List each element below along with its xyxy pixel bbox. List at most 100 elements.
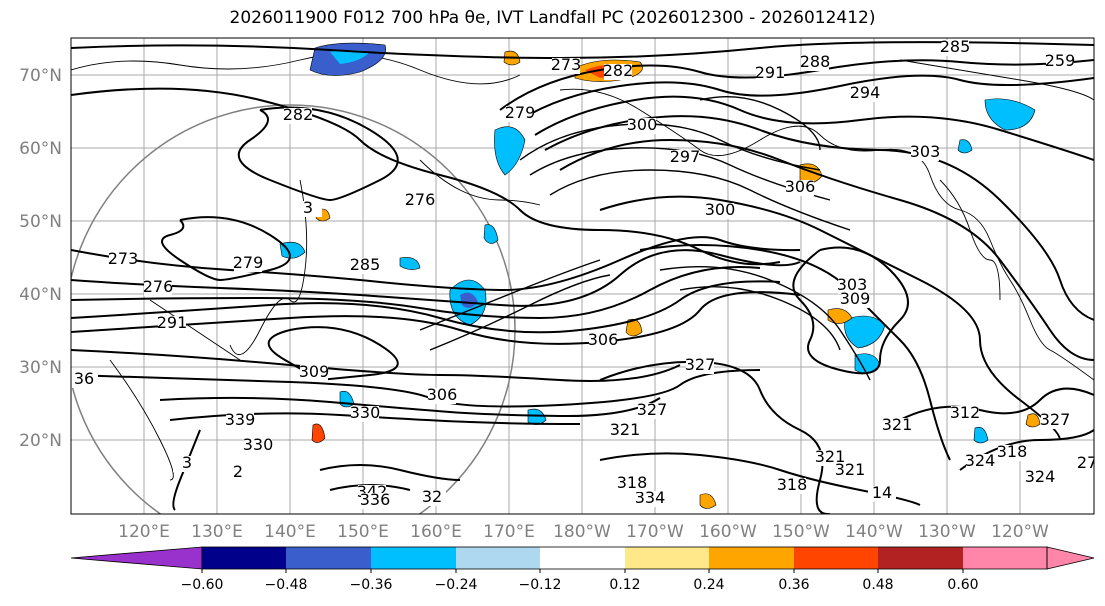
contour-label: 330 xyxy=(243,435,274,454)
colorbar: −0.60 −0.48 −0.36 −0.24 −0.12 0.12 0.24 0.36 0.4… xyxy=(70,546,1095,593)
contour-label-bg xyxy=(158,316,186,332)
figure-title: 2026011900 F012 700 hPa θe, IVT Landfall… xyxy=(229,8,876,28)
pos-blob xyxy=(311,423,326,443)
contour-label-bg xyxy=(144,280,172,296)
colorbar-segment xyxy=(878,547,963,569)
contour-label-bg xyxy=(966,454,994,470)
contour-label-bg xyxy=(618,476,646,492)
contour-label-bg xyxy=(686,358,714,374)
contour-label: 294 xyxy=(850,83,881,102)
colorbar-segment xyxy=(963,547,1047,569)
contour-label: 259 xyxy=(1045,51,1076,70)
contour-label: 303 xyxy=(837,275,868,294)
contour-label-bg xyxy=(636,491,664,507)
contour-label: 309 xyxy=(840,289,871,308)
lat-label: 20°N xyxy=(19,431,62,451)
contour-label-bg xyxy=(604,64,632,80)
contour-label: 300 xyxy=(627,115,658,134)
contour-label: 321 xyxy=(815,447,846,466)
lat-label: 40°N xyxy=(19,285,62,305)
contour-label: 300 xyxy=(705,200,736,219)
contour-label: 309 xyxy=(299,362,330,381)
contour-label: 285 xyxy=(940,37,971,56)
colorbar-segment xyxy=(286,547,371,569)
colorbar-tick-label: 0.48 xyxy=(862,577,893,593)
contour-label-bg xyxy=(786,180,814,196)
lat-labels: 70°N 60°N 50°N 40°N 30°N 20°N xyxy=(19,66,62,451)
neg-blob xyxy=(330,50,370,64)
contour-label: 297 xyxy=(670,147,701,166)
contour-label: 327 xyxy=(637,400,668,419)
contour-label-bg xyxy=(418,490,446,506)
neg-blob xyxy=(399,257,421,270)
contour-label: 303 xyxy=(910,142,941,161)
lat-label: 60°N xyxy=(19,139,62,159)
contour-label: 3 xyxy=(182,453,192,472)
contour-label-bg xyxy=(71,372,98,388)
colorbar-tick-label: −0.36 xyxy=(350,577,393,593)
neg-blob xyxy=(279,241,306,259)
lon-label: 170°E xyxy=(483,522,535,542)
contour-label: 276 xyxy=(143,277,174,296)
contour-label: 334 xyxy=(635,488,666,507)
lon-label: 170°W xyxy=(626,522,684,542)
contour-label: 288 xyxy=(800,52,831,71)
contour-label-bg xyxy=(836,463,864,479)
contour-label-bg xyxy=(552,58,580,74)
contour-label-bg xyxy=(851,86,879,102)
neg-blob xyxy=(957,139,973,154)
contour-label: 327 xyxy=(685,355,716,374)
colorbar-tick-label: −0.24 xyxy=(435,577,478,593)
contour-label: 36 xyxy=(74,369,94,388)
contour-label: 279 xyxy=(505,103,536,122)
contour-label: 336 xyxy=(360,490,391,509)
contour-label: 327 xyxy=(1040,410,1071,429)
contour-label: 276 xyxy=(405,190,436,209)
neg-blob xyxy=(844,315,886,349)
colorbar-segment xyxy=(709,547,794,569)
contour-label: 321 xyxy=(835,460,866,479)
colorbar-segment xyxy=(625,547,709,569)
contour-label-bg xyxy=(941,40,969,56)
contour-label: 306 xyxy=(588,330,619,349)
contour-label-bg xyxy=(1073,456,1094,472)
lat-label: 70°N xyxy=(19,66,62,86)
lat-label: 30°N xyxy=(19,358,62,378)
contour-label: 282 xyxy=(283,105,314,124)
contour-label: 291 xyxy=(157,313,188,332)
contour-label-bg xyxy=(506,106,534,122)
contour-label: 3 xyxy=(303,198,313,217)
colorbar-tick-label: 0.60 xyxy=(947,577,978,593)
contour-label-bg xyxy=(224,465,252,481)
contour-label-bg xyxy=(628,118,656,134)
map-frame xyxy=(70,37,1095,515)
neg-blob xyxy=(973,426,989,444)
contour-label-bg xyxy=(109,252,137,268)
pos-blob xyxy=(699,493,717,509)
contour-label: 321 xyxy=(610,420,641,439)
lon-label: 180°W xyxy=(553,522,611,542)
contour-label: 306 xyxy=(427,385,458,404)
contour-label-bg xyxy=(951,406,979,422)
contour-label: 321 xyxy=(882,415,913,434)
neg-blob xyxy=(494,126,526,176)
neg-blob xyxy=(984,98,1036,131)
contour-label-bg xyxy=(611,423,639,439)
colorbar-tick-label: 0.24 xyxy=(693,577,724,593)
contour-label: 32 xyxy=(422,487,442,506)
colorbar-tick-label: −0.12 xyxy=(519,577,562,593)
contour-label: 324 xyxy=(965,451,996,470)
colorbar-segment xyxy=(540,547,625,569)
pos-blob xyxy=(827,308,853,324)
colorbar-segment xyxy=(371,547,456,569)
contour-label-bg xyxy=(361,493,389,509)
colorbar-tick-label: 0.36 xyxy=(778,577,809,593)
contour-label-bg xyxy=(778,478,806,494)
contour-label-bg xyxy=(428,388,456,404)
lon-label: 130°E xyxy=(191,522,243,542)
colorbar-segment xyxy=(202,547,286,569)
neg-blob xyxy=(483,224,499,244)
contour-label-bg xyxy=(294,201,322,217)
